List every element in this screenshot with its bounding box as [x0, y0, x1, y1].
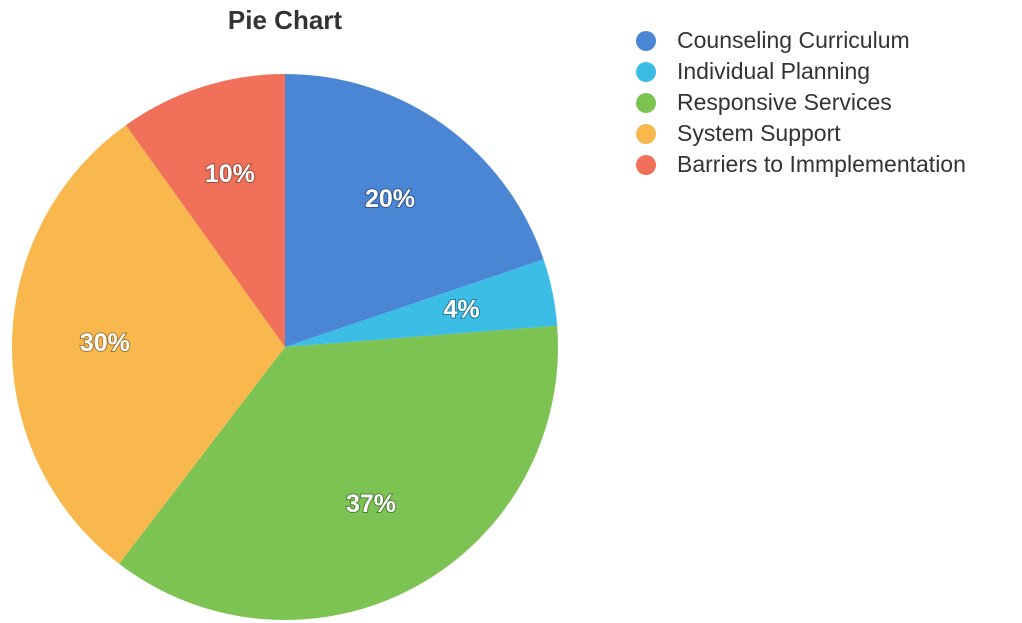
legend-label: Barriers to Immplementation [677, 151, 966, 177]
value-label: 37% [346, 490, 396, 518]
legend-swatch [636, 124, 656, 144]
legend-label: Counseling Curriculum [677, 27, 910, 53]
pie-slice [285, 74, 544, 347]
legend-label: Responsive Services [677, 89, 892, 115]
legend-swatch [636, 155, 656, 175]
value-label: 10% [205, 160, 255, 188]
chart-title: Pie Chart [228, 5, 342, 35]
value-label: 4% [443, 295, 479, 323]
legend-swatch [636, 62, 656, 82]
legend-label: System Support [677, 120, 841, 146]
pie-slice [12, 125, 286, 564]
legend-swatch [636, 31, 656, 51]
legend-label: Individual Planning [677, 58, 870, 84]
legend-swatch [636, 93, 656, 113]
value-label: 20% [365, 185, 415, 213]
pie-slice [119, 325, 558, 620]
value-label: 30% [80, 329, 130, 357]
pie-slice [285, 259, 558, 347]
pie-slice [125, 74, 285, 347]
